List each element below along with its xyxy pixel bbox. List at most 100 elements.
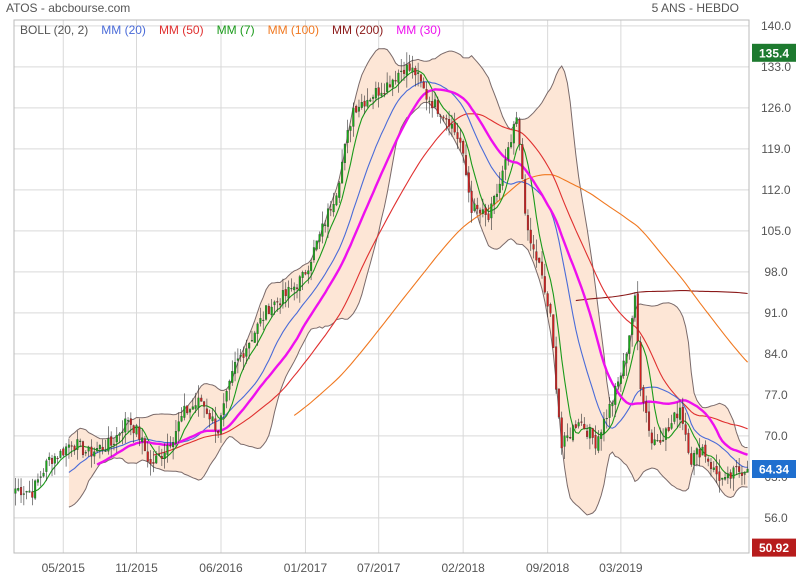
candle-body	[124, 418, 127, 433]
candle-body	[253, 332, 256, 343]
candle	[321, 211, 324, 244]
candle	[476, 197, 479, 214]
candle-body	[363, 100, 366, 107]
candle-body	[118, 433, 121, 436]
candle	[653, 426, 656, 446]
candle-body	[225, 391, 228, 402]
candle	[732, 465, 735, 491]
candle-body	[529, 229, 532, 244]
legend-entry: MM (200)	[332, 23, 383, 37]
candle-body	[459, 137, 462, 143]
candle	[203, 400, 206, 418]
candle-body	[628, 335, 631, 354]
candle	[574, 420, 577, 430]
candle-body	[498, 183, 501, 193]
candle	[712, 461, 715, 473]
candle	[560, 411, 563, 455]
candle-body	[726, 473, 729, 479]
candle-body	[191, 406, 194, 410]
candle	[355, 104, 358, 114]
candle	[459, 129, 462, 151]
candle	[366, 88, 369, 108]
candle	[664, 427, 667, 452]
candle	[504, 148, 507, 181]
candle-body	[104, 450, 107, 452]
candle	[436, 96, 439, 117]
candle-body	[276, 301, 279, 303]
candle	[79, 438, 82, 448]
candle	[453, 112, 456, 136]
candle	[104, 439, 107, 452]
candle-body	[307, 270, 310, 275]
candle-body	[127, 420, 130, 422]
candle-body	[735, 466, 738, 468]
candle-body	[335, 195, 338, 206]
candle	[160, 448, 163, 466]
candle-body	[262, 319, 265, 321]
candle	[194, 392, 197, 413]
candle-body	[600, 432, 603, 439]
candle	[577, 418, 580, 429]
candle	[521, 138, 524, 180]
candle	[208, 409, 211, 428]
candle	[684, 412, 687, 442]
candle	[357, 99, 360, 118]
candle	[146, 441, 149, 468]
y-tick-label: 105.0	[761, 224, 791, 238]
y-tick-label: 84.0	[764, 347, 788, 361]
candle-body	[155, 455, 158, 464]
candle	[341, 149, 344, 184]
candle	[50, 454, 54, 477]
candle-body	[17, 488, 20, 491]
candle	[149, 450, 152, 476]
candle-body	[194, 405, 197, 409]
candle-body	[405, 64, 408, 76]
candle-body	[107, 438, 110, 452]
candle-body	[169, 445, 172, 447]
candle	[217, 429, 220, 438]
candle-body	[295, 287, 299, 289]
candle	[602, 411, 605, 442]
candle	[718, 459, 721, 493]
candle	[346, 119, 349, 154]
candle	[695, 447, 698, 467]
candle-body	[436, 100, 439, 114]
candle-body	[431, 101, 434, 109]
candle	[493, 194, 496, 215]
x-tick-label: 02/2018	[441, 561, 485, 575]
candle-body	[338, 182, 341, 198]
candle	[188, 408, 192, 419]
candle-body	[93, 451, 96, 457]
candle-body	[188, 409, 192, 413]
candle	[28, 480, 31, 493]
candle-body	[59, 450, 62, 458]
x-tick-label: 07/2017	[357, 561, 401, 575]
candle-body	[555, 346, 558, 390]
candle-body	[526, 215, 529, 231]
candle	[481, 198, 484, 218]
candle-body	[56, 457, 59, 460]
candle	[546, 291, 549, 318]
candle	[22, 485, 25, 506]
candle-body	[214, 418, 217, 431]
candle-body	[403, 69, 406, 74]
candle	[555, 336, 558, 394]
candle-body	[681, 406, 684, 424]
candle	[324, 220, 327, 233]
candle-body	[622, 360, 625, 377]
candle-body	[614, 386, 617, 405]
candle-body	[538, 257, 541, 263]
candle-body	[98, 445, 101, 450]
candle-body	[417, 72, 420, 74]
y-tick-label: 98.0	[764, 265, 788, 279]
candle	[552, 314, 555, 349]
candle-body	[540, 261, 544, 276]
candle	[648, 402, 651, 437]
candle-body	[211, 416, 214, 422]
candle	[141, 429, 144, 455]
candle	[228, 379, 231, 401]
candle-body	[281, 290, 284, 305]
candle-body	[577, 422, 580, 427]
candle	[267, 303, 270, 315]
